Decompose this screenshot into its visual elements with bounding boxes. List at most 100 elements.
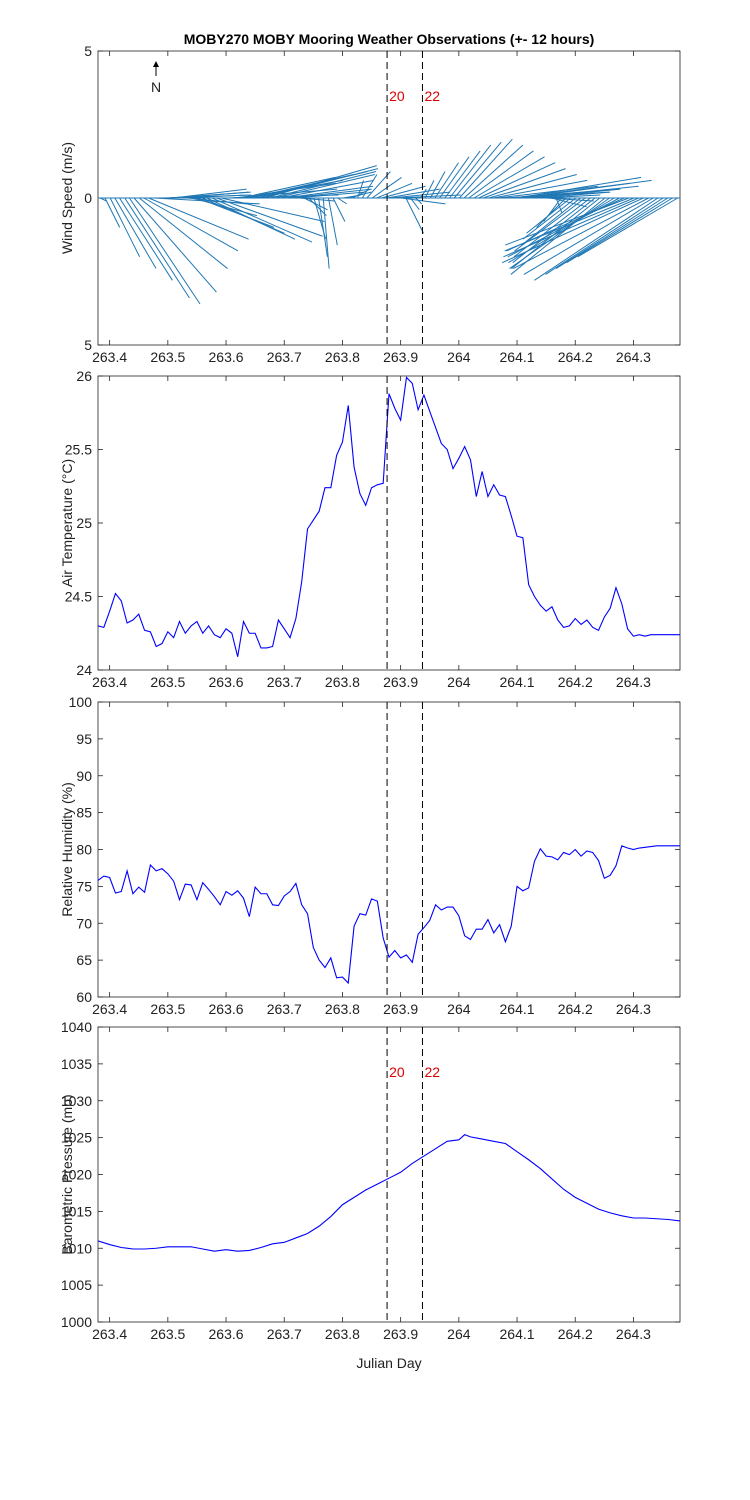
y-tick-label: 26 (76, 368, 92, 384)
x-tick-label: 264.1 (500, 674, 535, 690)
plot-frame (97, 701, 681, 998)
wind-vector (381, 185, 426, 199)
wind-vector (532, 188, 621, 199)
series-line (98, 376, 680, 657)
x-tick-label: 263.4 (92, 1326, 127, 1342)
wind-vector (289, 188, 372, 199)
wind-vector (453, 141, 502, 199)
wind-vector (415, 197, 423, 205)
wind-vector (250, 173, 354, 199)
y-tick-label: 95 (76, 731, 92, 747)
north-label: N (151, 79, 161, 95)
wind-vector (555, 197, 669, 269)
x-tick-label: 264.1 (500, 349, 535, 365)
y-axis-label: Wind Speed (m/s) (59, 142, 75, 254)
wind-vector (124, 197, 190, 299)
y-tick-label: 25 (76, 515, 92, 531)
y-tick-label: 70 (76, 915, 92, 931)
y-tick-label: 1005 (61, 1277, 92, 1293)
wind-vector (566, 197, 673, 264)
figure-title: MOBY270 MOBY Mooring Weather Observation… (184, 31, 595, 47)
wind-vector (541, 194, 601, 199)
wind-vector (429, 171, 446, 199)
wind-vector (148, 197, 249, 240)
wind-vector (395, 194, 461, 199)
x-tick-label: 264.1 (500, 1001, 535, 1017)
wind-vector (513, 197, 649, 270)
x-tick-label: 263.5 (150, 349, 185, 365)
x-tick-label: 264.3 (616, 674, 651, 690)
wind-vector (133, 197, 217, 293)
y-tick-label: 80 (76, 842, 92, 858)
north-arrowhead-icon (153, 61, 159, 67)
series-line (98, 1134, 680, 1252)
y-tick-label: 100 (69, 694, 93, 710)
panel-air-temperature: 24 24.5 25 25.5 26 263.4 263.5 263.6 263.7 263.8 2… (59, 368, 681, 690)
wind-vector (526, 185, 639, 199)
plot-area (98, 138, 680, 305)
wind-vector (420, 188, 427, 199)
x-tick-label: 264.1 (500, 1326, 535, 1342)
wind-vector (545, 197, 664, 275)
wind-vector (497, 185, 598, 199)
wind-vector (104, 197, 121, 228)
y-tick-label: 1025 (61, 1130, 92, 1146)
x-tick-label: 263.7 (267, 349, 302, 365)
wind-vector (211, 197, 313, 243)
x-tick-label: 263.4 (92, 1001, 127, 1017)
wind-vector (308, 197, 327, 216)
marker-label: 22 (424, 1064, 440, 1080)
x-tick-label: 263.8 (325, 1001, 360, 1017)
wind-vector (337, 197, 347, 205)
x-tick-label: 264.2 (558, 1326, 593, 1342)
y-tick-label: 1015 (61, 1203, 92, 1219)
wind-vector (444, 150, 481, 199)
x-tick-label: 264.2 (558, 349, 593, 365)
wind-vector (206, 197, 296, 240)
y-tick-label: 85 (76, 805, 92, 821)
wind-vector (119, 197, 173, 281)
wind-vector (536, 197, 567, 228)
y-tick-label: 25.5 (65, 442, 92, 458)
wind-vector (449, 144, 492, 199)
wind-vector (502, 197, 644, 264)
wind-vector (114, 197, 157, 269)
wind-vector (279, 179, 374, 199)
wind-vector (322, 197, 330, 269)
wind-vector (182, 194, 248, 199)
wind-vector (473, 156, 545, 199)
y-tick-label: 1000 (61, 1314, 92, 1330)
x-tick-label: 263.6 (209, 674, 244, 690)
wind-vector (523, 197, 654, 275)
wind-vector (463, 144, 524, 199)
wind-vector (366, 171, 391, 199)
wind-vector (478, 162, 556, 199)
wind-vector (294, 191, 365, 199)
wind-vector (284, 185, 374, 199)
y-tick-label: 1035 (61, 1056, 92, 1072)
wind-vector (357, 180, 364, 199)
x-tick-label: 263.5 (150, 1326, 185, 1342)
x-tick-label: 263.6 (209, 1326, 244, 1342)
x-tick-label: 263.9 (383, 349, 418, 365)
wind-vector (173, 188, 247, 199)
wind-vector (483, 168, 566, 199)
x-axis-label: Julian Day (356, 1355, 421, 1371)
wind-vector (468, 150, 534, 199)
plot-area (98, 1134, 680, 1252)
x-tick-label: 264.3 (616, 349, 651, 365)
wind-vector (139, 197, 228, 269)
wind-vector (522, 197, 577, 240)
wind-vector (361, 174, 378, 199)
wind-vector (522, 179, 652, 199)
series-line (98, 845, 680, 985)
y-tick-label: 1040 (61, 1019, 92, 1035)
wind-vector (177, 191, 249, 199)
x-tick-label: 263.7 (267, 674, 302, 690)
wind-vector (391, 191, 451, 199)
x-tick-label: 263.9 (383, 1326, 418, 1342)
wind-vector (129, 197, 201, 305)
wind-vector (264, 165, 377, 199)
y-axis-label: Air Temperature (°C) (59, 459, 75, 587)
y-axis-label: Barometric Pressure (mb) (59, 1094, 75, 1254)
